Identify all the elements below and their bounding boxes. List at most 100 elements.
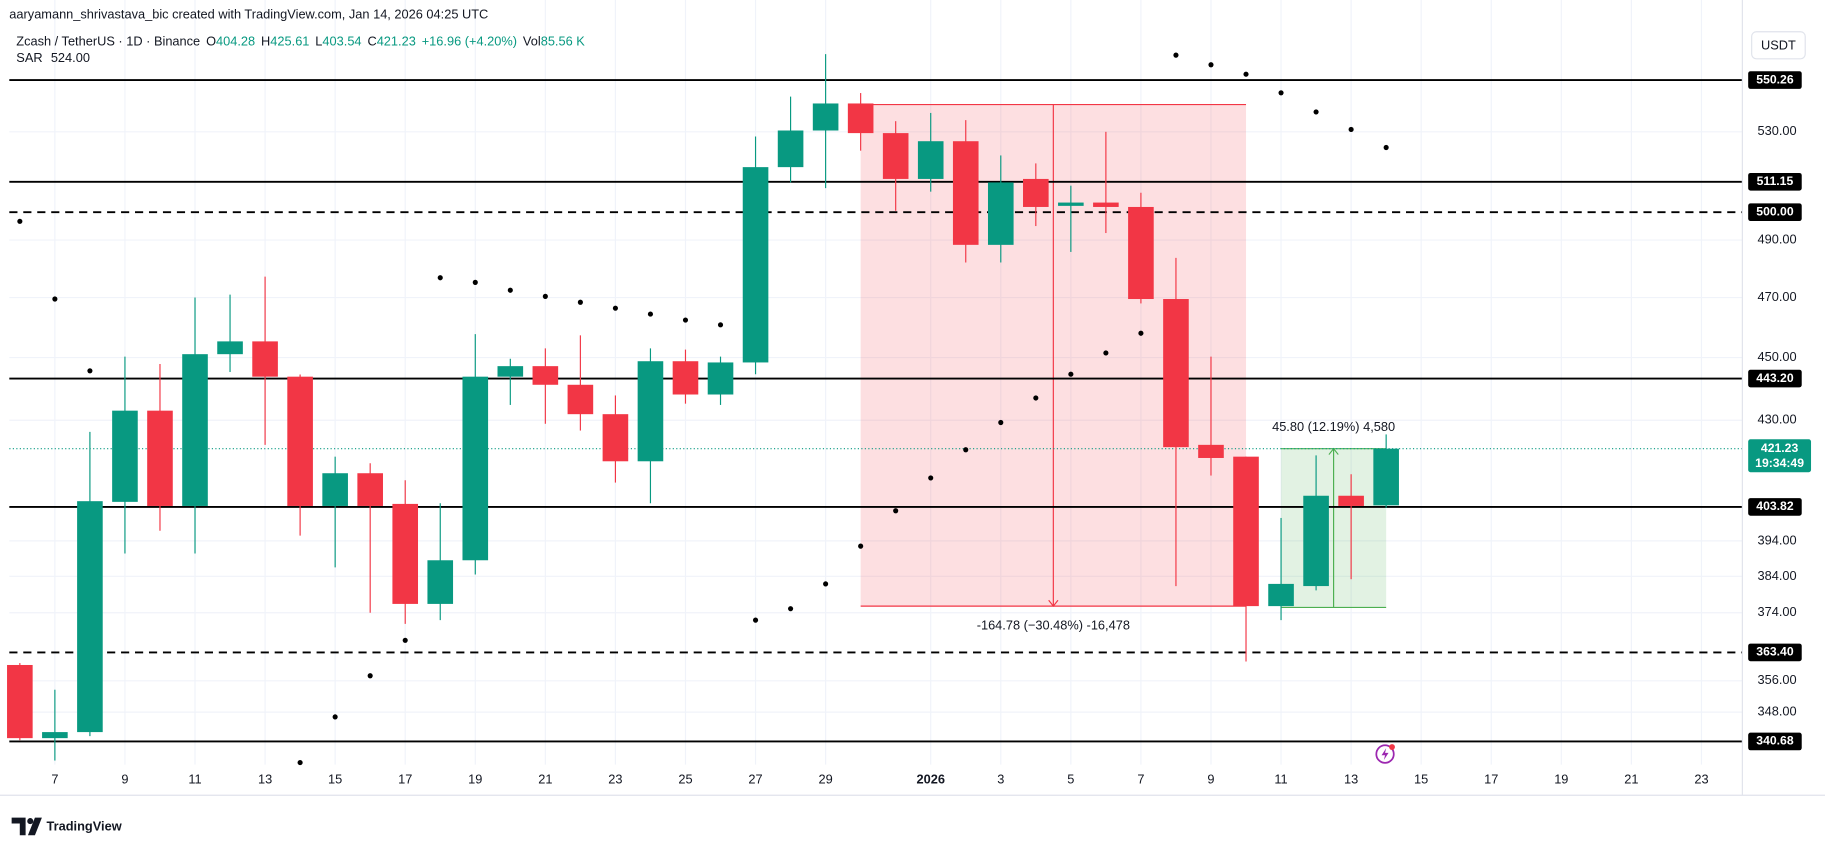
level-label: 500.00 [1756,204,1793,218]
sar-dot [928,475,934,481]
level-label: 403.82 [1756,499,1793,513]
indicator-name: SAR [16,50,42,65]
y-tick-label: 348.00 [1757,703,1796,718]
candle-body [1058,202,1084,206]
y-tick-label: 490.00 [1757,231,1796,246]
plot: -164.78 (−30.48%) -16,478 45.80 (12.19%) … [7,52,1743,766]
currency[interactable]: USDT [1761,37,1796,52]
candle-body [847,103,874,134]
candle-body [42,732,68,739]
x-tick-label: 15 [328,771,342,786]
sar-dot [472,279,478,285]
sar-dot [437,275,443,281]
x-tick-label: 3 [997,771,1004,786]
sar-dot [577,299,583,305]
ohlc-key: H [261,34,270,49]
sar-dot [1348,126,1354,133]
candle-body [742,167,769,363]
x-tick-label: 13 [1344,771,1358,786]
candle-body [567,384,594,415]
x-tick-label: 23 [1694,771,1708,786]
y-tick-label: 430.00 [1757,412,1796,427]
candle-body [497,366,524,377]
candle-body [1303,495,1329,587]
ohlc-value: 425.61 [270,34,309,49]
sar-dot [788,606,794,612]
level-tag [1748,732,1802,751]
alert-icon[interactable] [1375,744,1395,764]
level-label: 550.26 [1756,72,1793,86]
sar-dot [52,296,58,302]
candle-body [392,503,419,604]
alert-bolt [1381,748,1389,760]
sar-dot [963,447,969,453]
sar-dot [1138,330,1144,336]
candle-body [7,664,33,739]
x-tick-label: 11 [188,771,201,786]
candle-body [1373,448,1399,506]
x-tick-label: 21 [538,771,552,786]
candle-body [917,141,944,179]
candle-body [1093,202,1119,207]
level-label: 363.40 [1756,645,1793,659]
level-label: 511.15 [1757,174,1794,188]
level-tag [1748,203,1802,222]
sar-dot [998,419,1004,426]
y-tick-label: 384.00 [1757,568,1796,583]
x-tick-label: 11 [1274,771,1287,786]
candle-body [637,361,664,462]
sar-dot [542,293,548,299]
logo-mark [27,817,42,836]
x-tick-label: 2026 [916,771,944,786]
x-tick-label: 5 [1067,771,1074,786]
indicator-legend: SAR 524.00 [16,50,90,65]
x-tick-label: 7 [1137,771,1144,786]
candle-body [602,414,629,462]
volume-key: Vol [523,34,541,49]
x-tick-label: 25 [678,771,692,786]
candle-body [672,361,699,395]
candle-body [1198,444,1224,458]
sar-dot [612,305,618,311]
x-tick-label: 29 [818,771,832,786]
y-tick-label: 356.00 [1757,672,1796,687]
ohlc-key: L [315,34,322,49]
sar-dot [367,673,373,679]
candle-body [707,362,734,395]
y-tick-label: 470.00 [1757,289,1796,304]
ohlc-value: 421.23 [377,34,416,49]
sar-dot [858,543,864,549]
candle-body [357,473,383,506]
sar-dot [1208,62,1214,68]
currency-button[interactable] [1751,31,1806,60]
logo [11,817,42,836]
sar-dot [1033,395,1039,401]
sar-dot [1313,109,1319,115]
x-tick-label: 21 [1624,771,1638,786]
sar-dot [1173,52,1179,58]
sar-dot [823,581,829,587]
countdown: 19:34:49 [1755,456,1804,470]
candle-body [952,141,979,245]
candle-body [882,133,909,179]
level-label: 340.68 [1756,734,1793,748]
volume: 85.56 K [541,34,586,49]
x-tick-label: 27 [748,771,762,786]
candle-body [1268,583,1294,607]
level-tag [1748,643,1802,662]
alert-ring [1375,744,1395,764]
last-price-label: 421.23 [1761,441,1798,455]
symbol: Zcash / TetherUS · 1D · Binance [16,34,200,49]
alert-dot [1389,744,1395,750]
grid [9,0,1743,765]
candle-body [217,341,243,355]
candle-body [532,366,559,385]
candle-body [252,341,278,377]
level-label: 443.20 [1756,371,1793,385]
logo-mark [11,817,26,836]
attribution: aaryamann_shrivastava_bic created with T… [9,7,488,22]
sar-dot [1278,90,1284,96]
sar-dot [752,617,759,623]
sar-dot [717,322,724,328]
x-tick-label: 9 [121,771,128,786]
